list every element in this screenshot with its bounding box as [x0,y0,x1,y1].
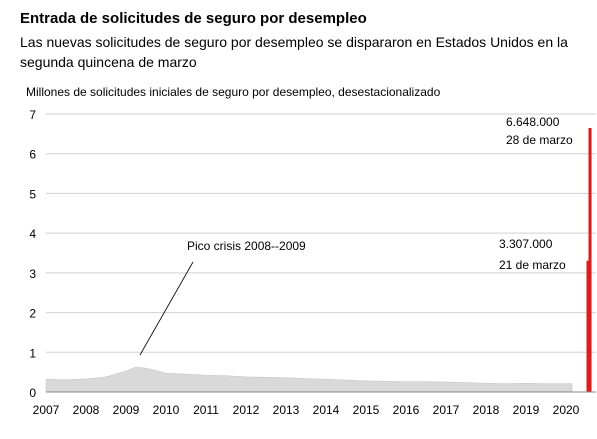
x-tick-label: 2019 [513,403,540,417]
y-tick-label: 0 [29,386,36,400]
y-tick-label: 4 [29,227,36,241]
chart-title: Entrada de solicitudes de seguro por des… [20,10,367,27]
annotation-date-low: 21 de marzo [499,258,566,272]
x-tick-label: 2014 [313,403,340,417]
annotation-peak: Pico crisis 2008--2009 [187,239,306,253]
spike-bar [588,128,592,392]
y-axis-label: Millones de solicitudes iniciales de seg… [26,85,441,99]
x-tick-label: 2013 [273,403,300,417]
x-tick-label: 2010 [153,403,180,417]
annotation-pointer [139,261,194,356]
y-tick-label: 6 [29,148,36,162]
chart-subtitle: Las nuevas solicitudes de seguro por des… [20,34,568,70]
y-tick-label: 1 [29,346,36,360]
x-tick-label: 2017 [433,403,460,417]
x-tick-label: 2007 [33,403,60,417]
x-tick-label: 2020 [553,403,580,417]
x-tick-label: 2011 [193,403,219,417]
y-tick-label: 5 [29,187,36,201]
claims-area [45,366,573,393]
x-tick-label: 2018 [473,403,500,417]
annotation-date-high: 28 de marzo [506,133,573,147]
x-tick-label: 2012 [233,403,260,417]
y-tick-label: 3 [29,267,36,281]
x-tick-label: 2008 [73,403,100,417]
spike-bar [586,260,590,392]
annotation-value-low: 3.307.000 [499,237,553,251]
annotation-value-high: 6.648.000 [506,115,560,129]
y-tick-label: 2 [29,307,36,321]
y-tick-label: 7 [29,108,36,122]
x-tick-label: 2016 [393,403,420,417]
x-tick-label: 2015 [353,403,380,417]
x-tick-label: 2009 [113,403,140,417]
